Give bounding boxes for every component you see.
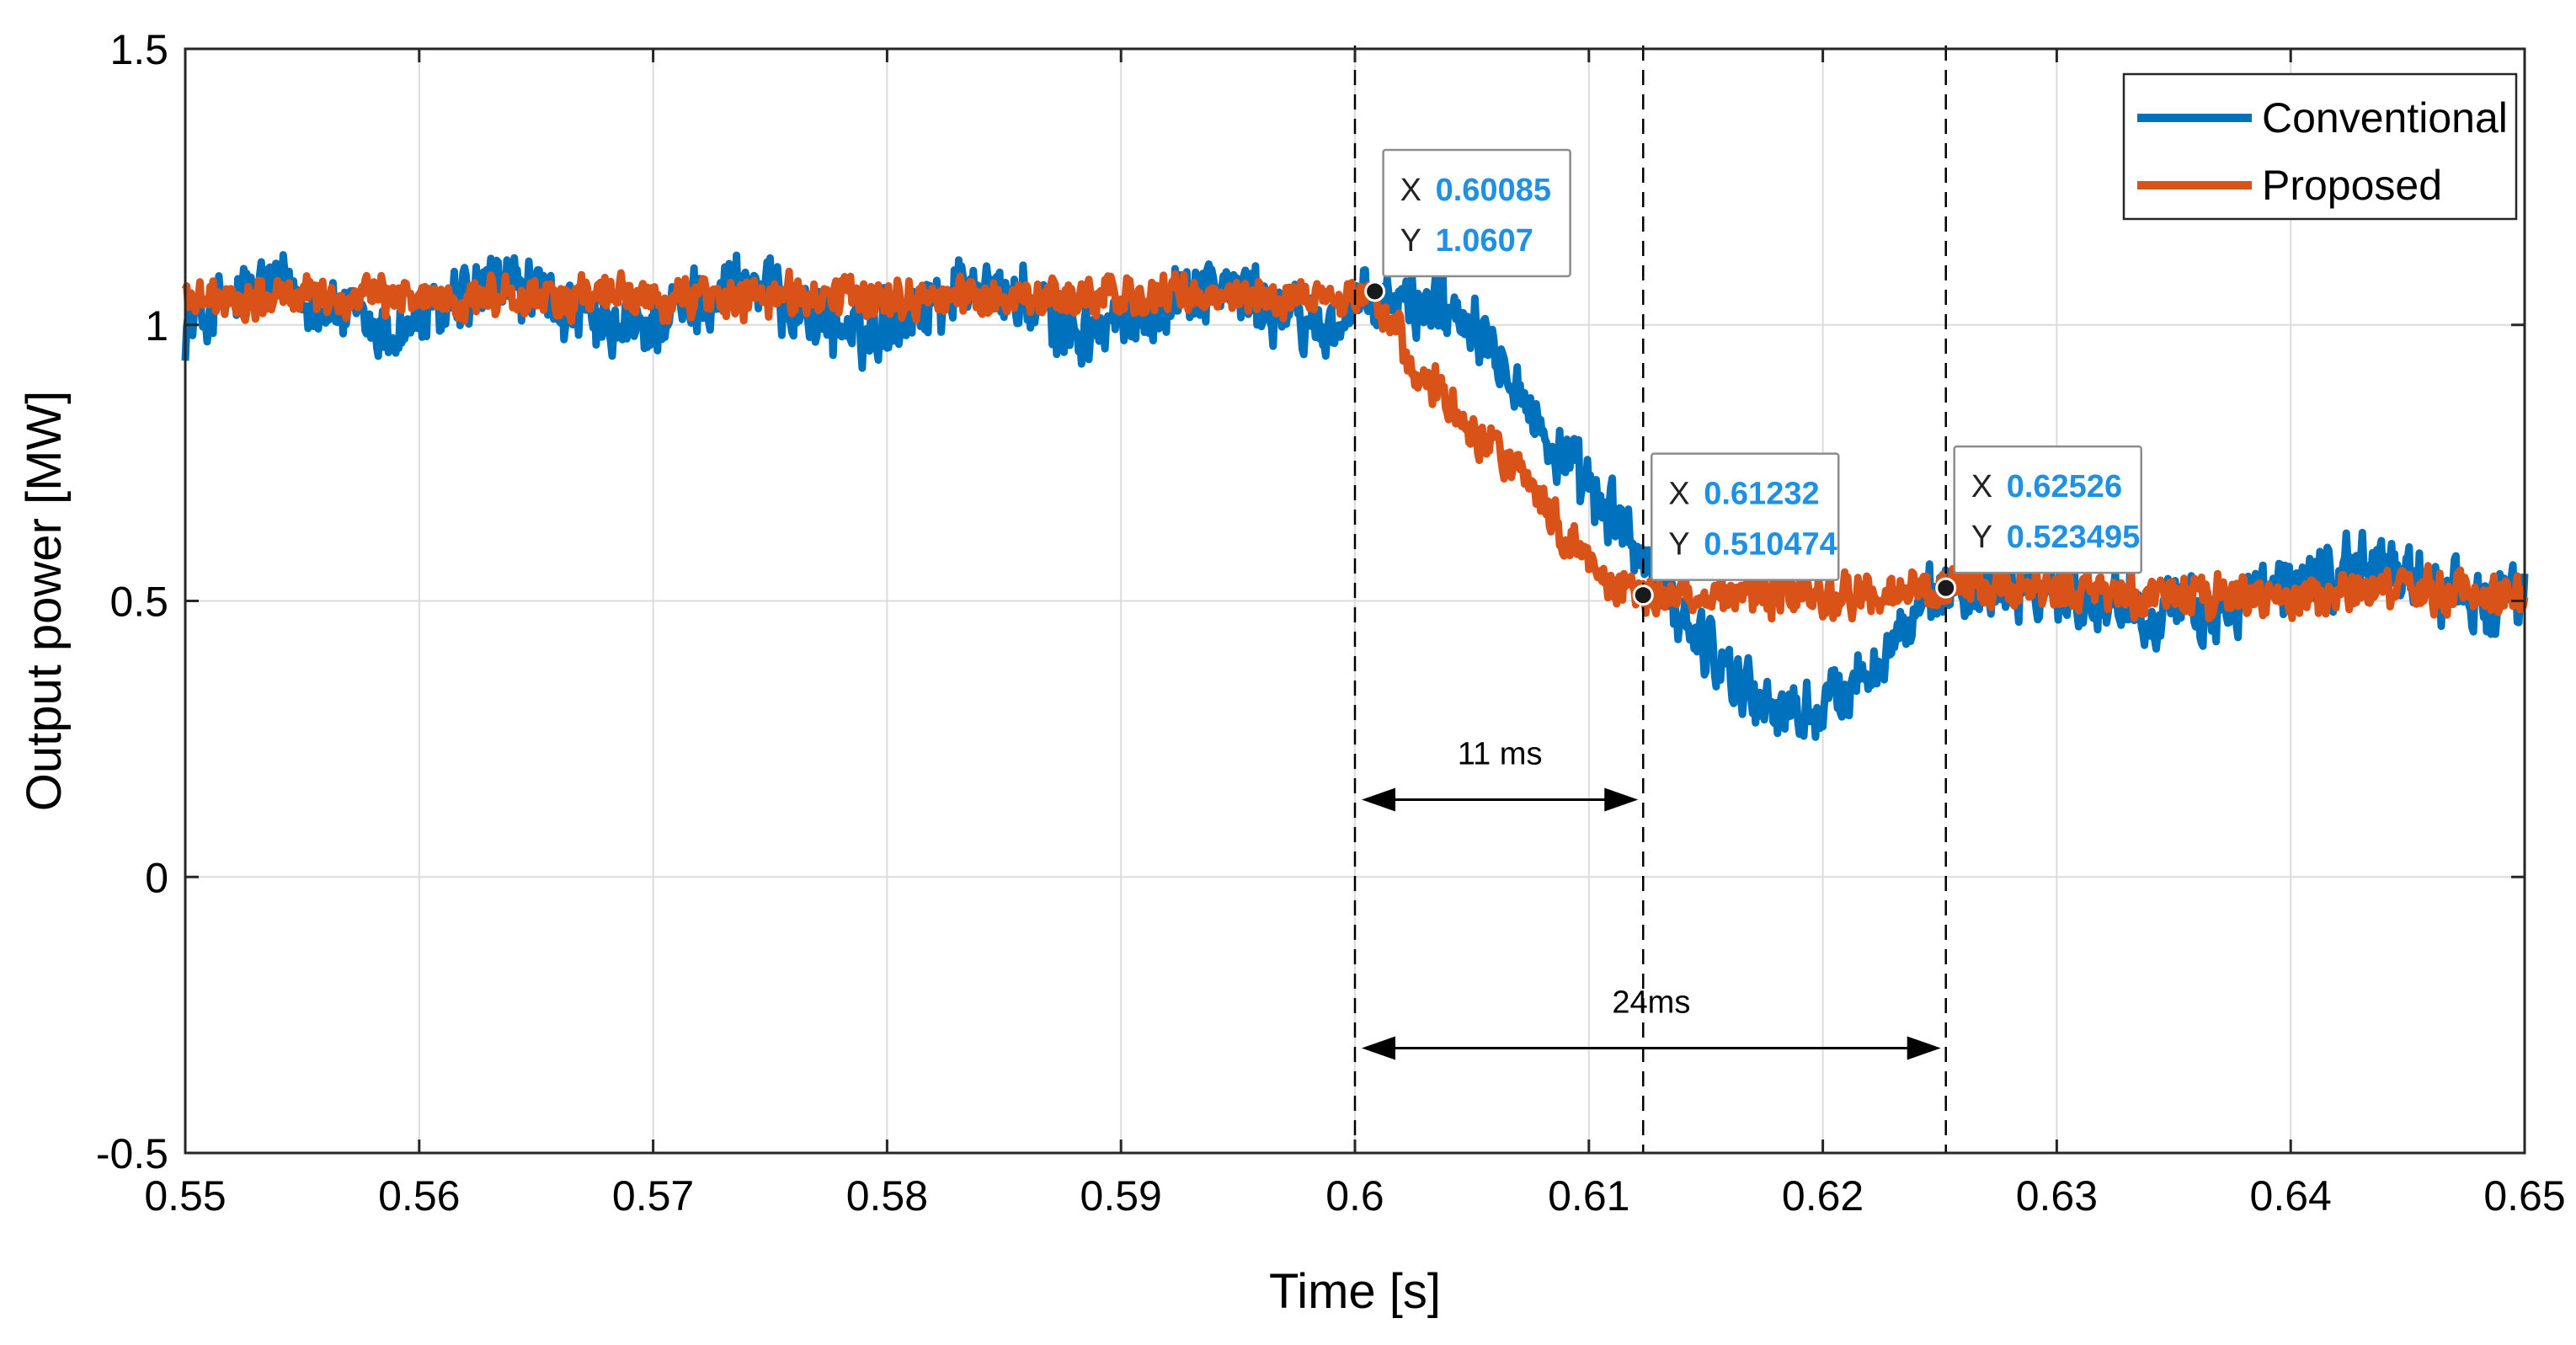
span-label: 11 ms [1458,736,1543,771]
datatip-x-value: 0.61232 [1704,477,1819,512]
datatip-y-key: Y [1668,527,1689,563]
datatip-x-key: X [1400,173,1421,208]
datatip-y-key: Y [1400,223,1421,259]
x-tick-label: 0.56 [378,1172,460,1220]
datatip-y-value: 1.0607 [1436,223,1533,259]
datatip-marker[interactable] [1632,584,1654,606]
x-tick-label: 0.59 [1080,1172,1162,1220]
span-arrowhead-right [1907,1036,1941,1060]
datatip-x-value: 0.60085 [1436,173,1551,208]
x-tick-label: 0.6 [1325,1172,1384,1220]
y-tick-label: 1.5 [109,26,168,73]
datatip-x-key: X [1668,477,1689,512]
x-tick-label: 0.65 [2483,1172,2565,1220]
x-tick-label: 0.62 [1782,1172,1864,1220]
x-tick-label: 0.61 [1548,1172,1629,1220]
series-line-proposed [181,267,2529,623]
y-axis-label: Output power [MW] [17,391,72,812]
span-annotations: 11 ms 24ms [1362,736,1941,1060]
y-tick-label: -0.5 [96,1130,168,1177]
datatip-y-value: 0.523495 [2007,520,2141,555]
span-label: 24ms [1612,985,1690,1020]
y-tick-label: 0.5 [109,579,168,626]
legend-box [2122,72,2518,221]
datatip-box[interactable] [1650,452,1840,581]
span-arrowhead-right [1604,787,1639,812]
x-tick-label: 0.64 [2250,1172,2332,1220]
y-tick-label: 1 [145,302,168,350]
datatip-y-key: Y [1971,520,1992,555]
x-axis-ticks: 0.55 0.56 0.57 0.58 0.59 0.6 0.61 0.62 0.63 0.64 0… [144,49,2566,1220]
datatip-x-value: 0.62526 [2007,469,2122,504]
x-axis-label: Time [s] [1269,1264,1441,1319]
datatip-box[interactable] [1382,148,1571,278]
reference-lines [1353,45,1947,1153]
datatip-box[interactable] [1953,445,2142,574]
datatip-y-value: 0.510474 [1704,527,1837,563]
x-tick-label: 0.63 [2016,1172,2098,1220]
legend-label: Proposed [2262,162,2442,209]
datatip-marker[interactable] [1935,577,1957,599]
span-arrowhead-left [1362,1036,1395,1060]
span-arrowhead-left [1362,787,1395,812]
x-tick-label: 0.58 [846,1172,928,1220]
datatip-marker[interactable] [1364,280,1386,302]
x-tick-label: 0.55 [144,1172,226,1220]
datatip-x-key: X [1971,469,1992,504]
legend[interactable]: Conventional Proposed [2122,72,2518,221]
y-axis-ticks: -0.5 0 0.5 1 1.5 [96,26,2525,1177]
x-tick-label: 0.57 [612,1172,694,1220]
y-tick-label: 0 [145,854,168,901]
legend-label: Conventional [2262,94,2508,141]
data-tips: X 0.60085 Y 1.0607 X 0.61232 Y 0.510474 X 0.62526… [1364,148,2142,606]
